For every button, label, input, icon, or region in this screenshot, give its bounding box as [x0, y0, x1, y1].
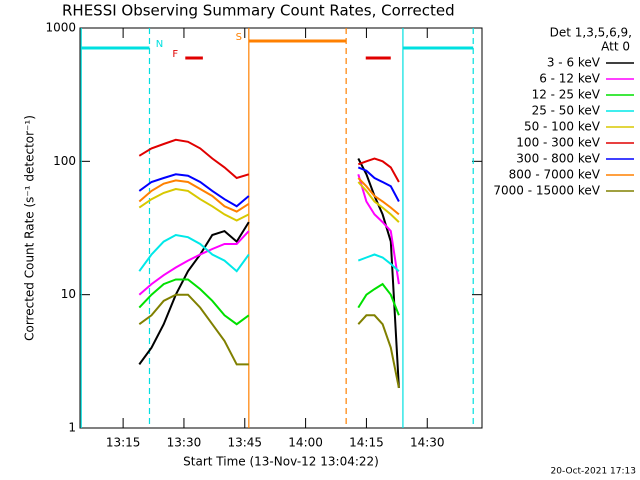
- legend-label: 6 - 12 keV: [539, 72, 601, 86]
- x-axis-label: Start Time (13-Nov-12 13:04:22): [183, 455, 379, 469]
- x-tick-label: 14:30: [410, 436, 445, 450]
- interval-label: F: [172, 49, 178, 60]
- footer: 20-Oct-2021 17:13: [551, 467, 636, 477]
- series-line: [138, 174, 400, 296]
- series-line: [138, 233, 400, 273]
- x-tick-label: 13:15: [106, 436, 141, 450]
- series-line: [138, 181, 400, 223]
- legend-label: 7000 - 15000 keV: [493, 184, 600, 198]
- legend-label: 800 - 7000 keV: [509, 168, 601, 182]
- y-axis-label: Corrected Count Rate (s⁻¹ detector⁻¹): [23, 115, 37, 341]
- x-tick-label: 14:15: [349, 436, 384, 450]
- legend-label: 300 - 800 keV: [516, 152, 600, 166]
- chart-title: RHESSI Observing Summary Count Rates, Co…: [62, 2, 455, 20]
- y-tick-label: 1000: [45, 21, 76, 35]
- x-tick-label: 14:00: [288, 436, 323, 450]
- series-line: [138, 158, 400, 388]
- legend-title: Det 1,3,5,6,9,: [550, 26, 632, 40]
- y-tick-label: 100: [53, 154, 76, 168]
- x-tick-label: 13:45: [227, 436, 262, 450]
- interval-label: N: [156, 39, 163, 50]
- legend-label: 3 - 6 keV: [547, 56, 601, 70]
- x-tick-label: 13:30: [167, 436, 202, 450]
- legend-label: 50 - 100 keV: [524, 120, 601, 134]
- series-line: [138, 278, 400, 326]
- plot-frame: [79, 27, 483, 429]
- legend-label: 25 - 50 keV: [532, 104, 601, 118]
- series-line: [138, 293, 400, 389]
- series-line: [138, 166, 400, 208]
- y-tick-label: 10: [61, 287, 76, 301]
- interval-label: S: [236, 32, 242, 43]
- legend-title: Att 0: [601, 40, 630, 54]
- series-line: [138, 138, 400, 183]
- legend-label: 100 - 300 keV: [516, 136, 600, 150]
- series-line: [138, 177, 400, 216]
- y-tick-label: 1: [68, 421, 76, 435]
- legend-label: 12 - 25 keV: [532, 88, 601, 102]
